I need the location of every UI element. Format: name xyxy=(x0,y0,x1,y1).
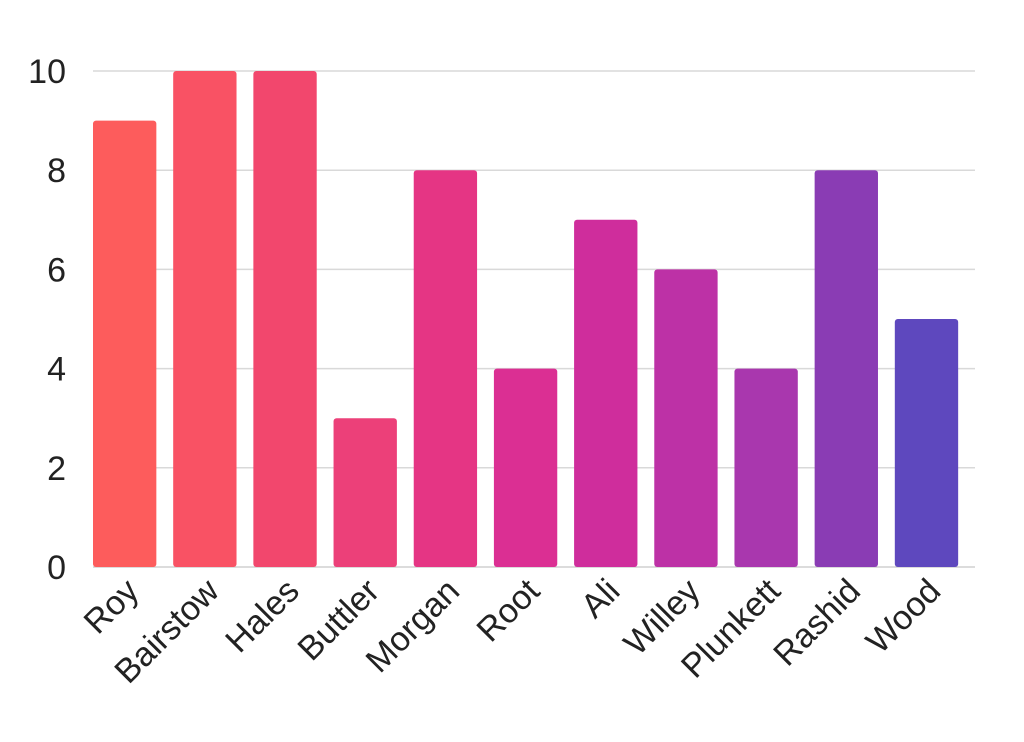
bar-bairstow xyxy=(173,71,237,567)
y-tick-label: 2 xyxy=(47,450,66,488)
x-tick-label: Hales xyxy=(218,572,306,660)
y-tick-label: 0 xyxy=(47,549,66,587)
x-tick-label: Ali xyxy=(574,572,628,626)
x-tick-label: Roy xyxy=(77,572,147,642)
bar-ali xyxy=(574,219,638,568)
x-tick-label: Root xyxy=(470,571,548,649)
bar-morgan xyxy=(413,170,478,567)
bars xyxy=(93,71,959,568)
bar-rashid xyxy=(814,170,878,567)
y-axis-tick-labels: 0 2 4 6 8 10 xyxy=(28,53,66,587)
bar-wood xyxy=(894,319,959,567)
bar-root xyxy=(493,368,558,567)
y-tick-label: 6 xyxy=(47,251,66,289)
bar-plunkett xyxy=(734,368,798,567)
y-tick-label: 8 xyxy=(47,152,66,190)
x-tick-label: Wood xyxy=(859,572,948,661)
bar-willey xyxy=(654,269,718,567)
bar-roy xyxy=(93,120,157,567)
x-tick-label: Rashid xyxy=(766,572,868,674)
bar-buttler xyxy=(333,418,397,567)
y-tick-label: 4 xyxy=(47,351,66,389)
bar-hales xyxy=(253,71,317,567)
y-tick-label: 10 xyxy=(28,53,66,91)
